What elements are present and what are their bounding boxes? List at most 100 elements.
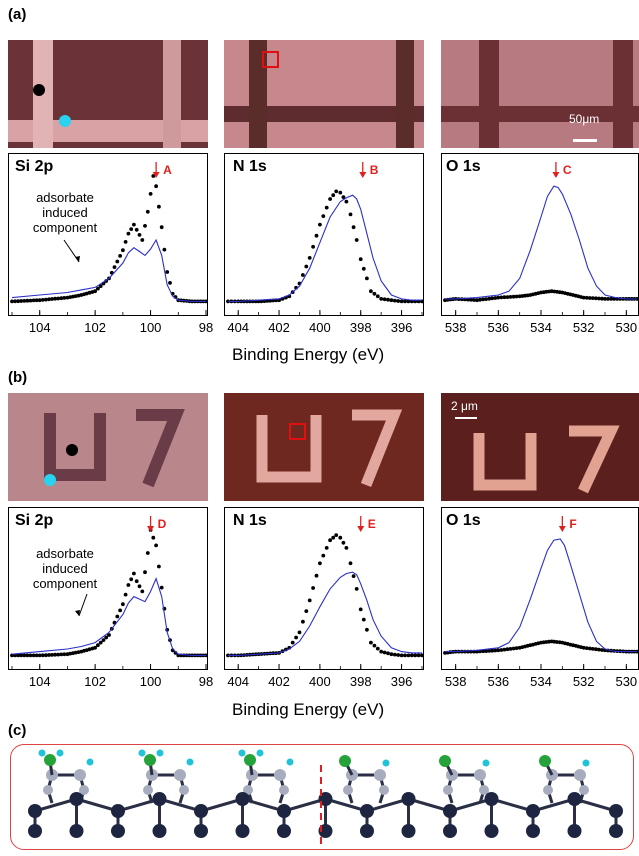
carbon-atom (274, 769, 286, 781)
carbon-atom (374, 769, 386, 781)
cyan-spot-marker (59, 115, 71, 127)
data-point (73, 294, 78, 298)
x-tick-label: 536 (487, 320, 509, 335)
hydrogen-atom (382, 759, 390, 767)
marker-letter: F (569, 517, 576, 531)
data-point (121, 248, 125, 253)
adsorbate-annotation: adsorbate induced component (32, 546, 98, 591)
data-point (25, 653, 30, 658)
carbon-atom (474, 769, 486, 781)
hydrogen-atom (86, 758, 94, 766)
data-point (490, 648, 495, 653)
x-tick-label: 402 (268, 320, 290, 335)
data-point (10, 299, 14, 304)
data-point (361, 266, 366, 271)
bond (408, 797, 451, 813)
data-point (590, 647, 595, 651)
carbon-atom (579, 785, 589, 795)
data-point (334, 533, 339, 537)
chlorine-atom (439, 755, 451, 767)
data-point (19, 299, 24, 303)
marker-letter: A (163, 163, 172, 177)
x-tick-label: 100 (140, 674, 162, 689)
data-point (143, 224, 147, 228)
data-point (403, 653, 407, 658)
plot-title: N 1s (233, 158, 267, 175)
data-point (511, 646, 516, 651)
silicon-atom (69, 792, 84, 806)
data-point (341, 195, 346, 199)
data-point (499, 648, 504, 652)
carbon-atom (574, 769, 586, 781)
chlorine-atom (44, 754, 56, 766)
bond (491, 797, 534, 813)
adsorbate-annotation: adsorbate induced component (32, 190, 98, 235)
silicon-atom (28, 804, 42, 818)
data-point (396, 653, 401, 657)
silicon-atom (484, 792, 499, 806)
silicon-atom (277, 804, 291, 818)
hydrogen-atom (56, 749, 64, 757)
data-point (304, 609, 309, 613)
data-point (487, 649, 492, 653)
data-point (403, 299, 407, 304)
data-point (324, 546, 329, 550)
data-point (505, 647, 510, 652)
data-point (37, 653, 42, 658)
x-tick-label: 102 (84, 674, 106, 689)
silicon-atom (526, 804, 540, 818)
x-tick-label: 104 (29, 320, 51, 335)
data-point (505, 295, 510, 299)
silicon-atom (152, 824, 167, 838)
data-point (96, 643, 100, 648)
data-point (148, 192, 153, 196)
data-point (311, 586, 315, 590)
data-point (37, 298, 42, 303)
panel-a-label: (a) (8, 6, 27, 23)
scalebar-b (455, 417, 477, 419)
data-point (93, 645, 97, 650)
data-point (348, 561, 353, 566)
data-point (600, 296, 604, 301)
data-point (514, 646, 519, 650)
scalebar-b-label: 2 μm (451, 399, 478, 413)
silicon-atom (609, 824, 623, 838)
carbon-atom (279, 785, 289, 795)
data-point (134, 579, 139, 584)
data-point (28, 653, 33, 658)
data-point (361, 617, 366, 622)
carbon-atom (174, 769, 186, 781)
data-point (321, 214, 326, 218)
x-tick-label: 98 (199, 320, 213, 335)
carbon-atom (543, 785, 553, 795)
data-point (354, 238, 359, 242)
data-point (487, 296, 492, 301)
data-point (331, 535, 336, 540)
data-point (484, 649, 488, 653)
data-point (348, 212, 353, 217)
carbon-atom (243, 785, 253, 795)
data-point (162, 247, 167, 252)
silicon-atom (152, 792, 167, 806)
data-point (354, 587, 359, 591)
data-point (484, 297, 488, 301)
hydrogen-atom (138, 749, 146, 757)
carbon-atom (479, 785, 489, 795)
chlorine-atom (144, 754, 156, 766)
micrograph-b-o: 2 μm (441, 393, 639, 501)
data-point (304, 264, 309, 269)
data-point (351, 225, 356, 230)
plot-title: O 1s (446, 158, 481, 175)
carbon-atom (79, 785, 89, 795)
x-tick-label: 398 (350, 674, 372, 689)
data-point (154, 184, 159, 189)
data-point (73, 650, 78, 655)
chlorine-atom (539, 755, 551, 767)
molecular-structure (28, 749, 623, 849)
x-tick-label: 534 (530, 674, 552, 689)
hydrogen-atom (38, 749, 46, 757)
cyan-spot-marker (44, 474, 56, 486)
spectrum-line (11, 238, 206, 302)
data-point (59, 296, 64, 301)
data-point (98, 284, 103, 288)
